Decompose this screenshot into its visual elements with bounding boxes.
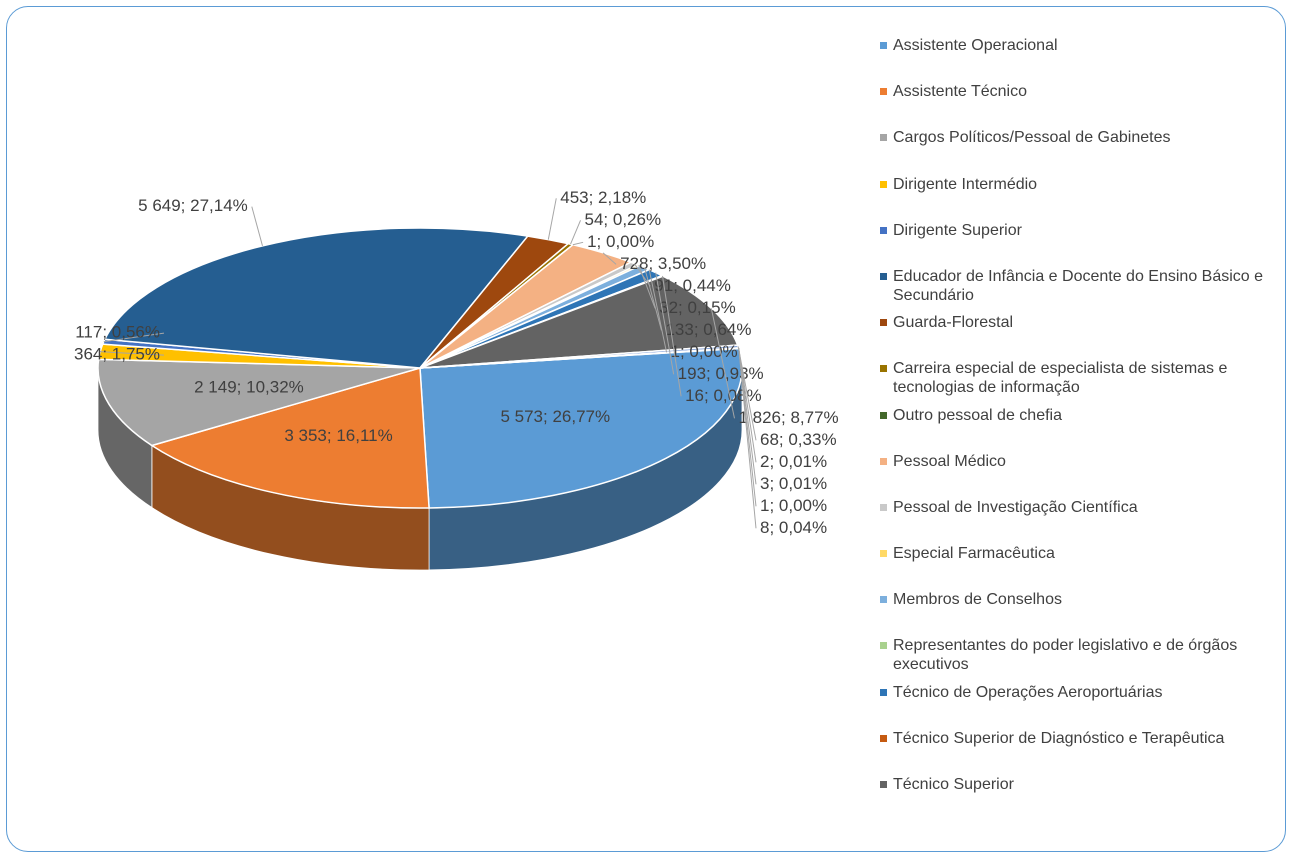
legend-entry: Outro pessoal de chefia xyxy=(880,406,1280,452)
legend-swatch xyxy=(880,319,887,327)
data-label: 54; 0,26% xyxy=(585,210,662,229)
legend-swatch xyxy=(880,365,887,373)
data-label: 68; 0,33% xyxy=(760,430,837,449)
leader-line xyxy=(644,267,662,331)
legend-entry: Cargos Políticos/Pessoal de Gabinetes xyxy=(880,128,1280,174)
data-label: 91; 0,44% xyxy=(654,276,731,295)
legend-label: Pessoal Médico xyxy=(893,452,1006,470)
legend-label: Membros de Conselhos xyxy=(893,591,1062,609)
legend-entry: Assistente Técnico xyxy=(880,82,1280,128)
legend-label: Dirigente Intermédio xyxy=(893,175,1038,193)
legend-swatch xyxy=(880,272,887,280)
legend-label: Pessoal de Investigação Científica xyxy=(893,498,1138,516)
legend-label: Assistente Operacional xyxy=(893,37,1058,54)
legend-label: Técnico Superior xyxy=(893,776,1014,793)
legend-entry: Dirigente Superior xyxy=(880,221,1280,267)
legend-swatch xyxy=(880,734,887,742)
legend-label: Técnico de Operações Aeroportuárias xyxy=(893,683,1163,701)
leader-line xyxy=(103,332,165,343)
legend-swatch xyxy=(880,688,887,696)
legend-swatch xyxy=(880,134,887,142)
legend-swatch xyxy=(880,596,887,604)
legend-entry: Pessoal de Investigação Científica xyxy=(880,498,1280,544)
data-label: 5 649; 27,14% xyxy=(138,196,248,215)
data-label: 133; 0,64% xyxy=(665,320,751,339)
legend-entry: Técnico Superior de Diagnóstico e Terapê… xyxy=(880,729,1280,775)
legend-label: Representantes do poder legislativo e de… xyxy=(893,637,1238,674)
leader-line xyxy=(662,275,682,397)
legend-swatch xyxy=(880,411,887,419)
data-label: 117; 0,56% xyxy=(75,323,160,342)
data-label: 32; 0,15% xyxy=(659,298,736,317)
leader-line xyxy=(570,220,581,245)
leader-line xyxy=(602,252,617,265)
legend-entry: Técnico Superior xyxy=(880,775,1280,821)
legend-label: Dirigente Superior xyxy=(893,221,1022,239)
legend-entry: Carreira especial de especialista de sis… xyxy=(880,359,1280,405)
legend-label: Carreira especial de especialista de sis… xyxy=(893,360,1228,397)
data-label: 8; 0,04% xyxy=(760,518,827,537)
legend-entry: Especial Farmacêutica xyxy=(880,544,1280,590)
legend-entry: Guarda-Florestal xyxy=(880,313,1280,359)
data-label: 453; 2,18% xyxy=(560,188,646,207)
slice xyxy=(419,275,739,369)
leader-line xyxy=(547,198,557,240)
legend-entry: Educador de Infância e Docente do Ensino… xyxy=(880,267,1280,313)
data-label: 3; 0,01% xyxy=(760,474,827,493)
legend-swatch xyxy=(880,42,887,49)
data-label: 2 149; 10,32% xyxy=(194,377,304,396)
slice xyxy=(419,347,743,509)
legend-swatch xyxy=(880,781,887,788)
data-label: 1; 0,00% xyxy=(671,342,738,361)
data-label: 5 573; 26,77% xyxy=(500,407,610,426)
leader-line xyxy=(655,272,675,375)
legend-label: Educador de Infância e Docente do Ensino… xyxy=(893,267,1264,304)
leader-line xyxy=(638,265,656,309)
legend-swatch xyxy=(880,503,887,511)
data-label: 193; 0,93% xyxy=(678,364,764,383)
leader-line xyxy=(572,241,584,246)
slice xyxy=(97,358,421,447)
legend-label: Guarda-Florestal xyxy=(893,314,1014,332)
legend-entry: Membros de Conselhos xyxy=(880,590,1280,636)
legend: Assistente Operacional Assistente Técnico… xyxy=(880,36,1280,821)
legend-entry: Dirigente Intermédio xyxy=(880,175,1280,221)
data-label: 2; 0,01% xyxy=(760,452,827,471)
legend-swatch xyxy=(880,642,887,650)
legend-swatch xyxy=(880,226,887,234)
data-label: 728; 3,50% xyxy=(620,254,706,273)
legend-entry: Pessoal Médico xyxy=(880,452,1280,498)
data-label: 1; 0,00% xyxy=(587,232,654,251)
leader-line xyxy=(738,348,757,529)
data-label: 364; 1,75% xyxy=(74,345,160,364)
legend-label: Outro pessoal de chefia xyxy=(893,406,1062,424)
slice xyxy=(103,227,530,369)
legend-label: Cargos Políticos/Pessoal de Gabinetes xyxy=(893,129,1171,147)
slice xyxy=(150,367,430,509)
leader-line xyxy=(100,351,165,356)
slice-tops xyxy=(97,227,743,509)
legend-entry: Assistente Operacional xyxy=(880,36,1280,82)
legend-label: Especial Farmacêutica xyxy=(893,545,1055,563)
leader-line xyxy=(251,206,263,247)
legend-swatch xyxy=(880,457,887,465)
legend-swatch xyxy=(880,550,887,558)
legend-label: Técnico Superior de Diagnóstico e Terapê… xyxy=(893,729,1225,747)
legend-entry: Técnico de Operações Aeroportuárias xyxy=(880,683,1280,729)
legend-swatch xyxy=(880,180,887,188)
legend-entry: Representantes do poder legislativo e de… xyxy=(880,636,1280,682)
leader-line xyxy=(648,269,668,353)
labels: 5 573; 26,77% 3 353; 16,11% 2 149; 10,32% 4… xyxy=(74,188,839,537)
data-label: 1; 0,00% xyxy=(760,496,827,515)
legend-label: Assistente Técnico xyxy=(893,83,1027,101)
leader-line xyxy=(710,308,735,419)
chart-frame xyxy=(6,6,1286,852)
data-label: 3 353; 16,11% xyxy=(284,426,392,445)
data-label: 1 826; 8,77% xyxy=(738,408,838,427)
data-label: 16; 0,08% xyxy=(685,386,762,405)
legend-swatch xyxy=(880,88,887,96)
